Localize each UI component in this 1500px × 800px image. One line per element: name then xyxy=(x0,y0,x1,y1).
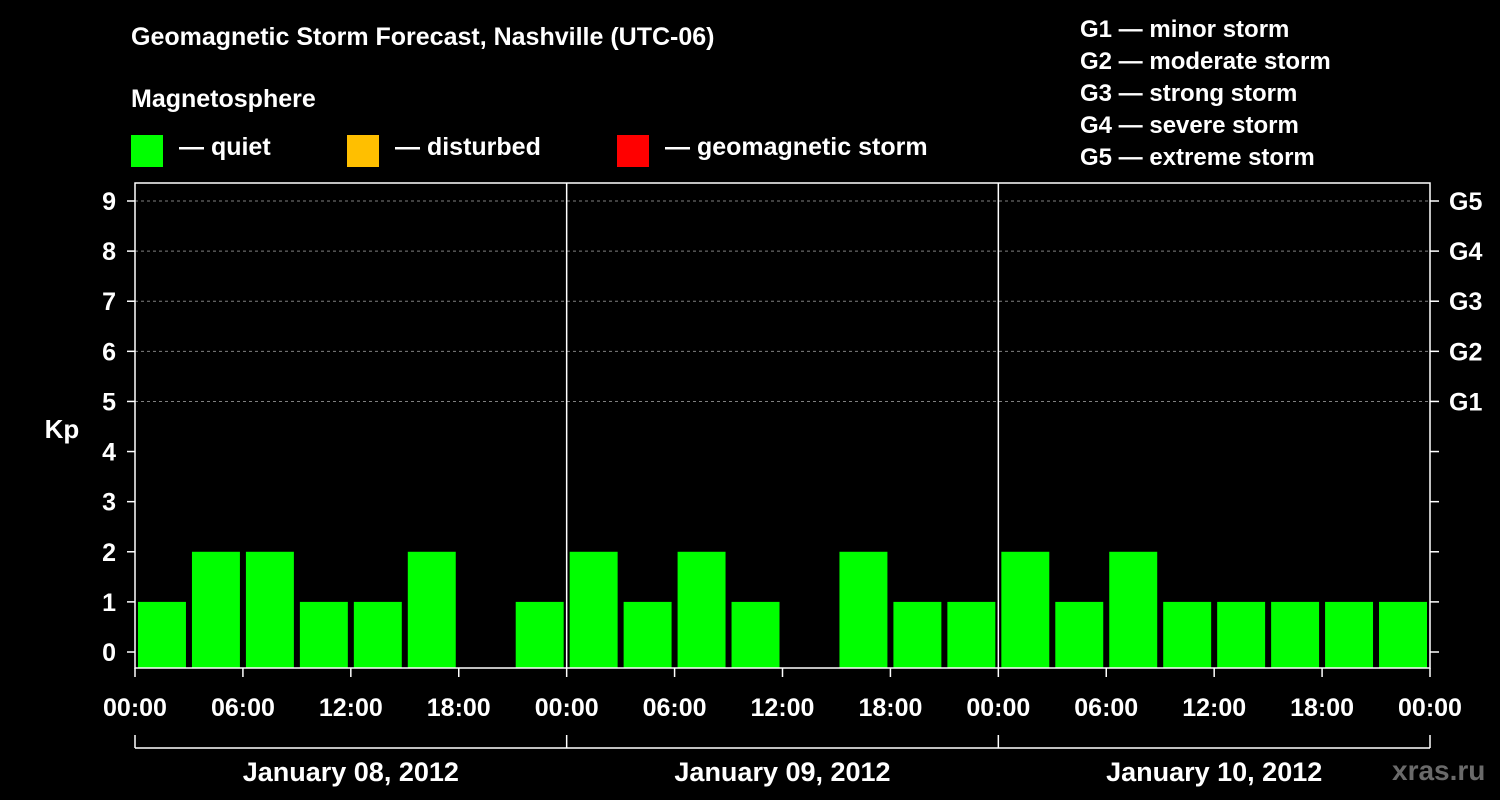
g-scale-label: G4 xyxy=(1449,238,1482,266)
x-tick-label: 12:00 xyxy=(319,694,383,722)
x-tick-label: 12:00 xyxy=(751,694,815,722)
x-tick-label: 12:00 xyxy=(1182,694,1246,722)
y-tick-label: 8 xyxy=(102,238,116,266)
kp-bar xyxy=(515,601,564,668)
y-tick-label: 3 xyxy=(102,489,116,517)
y-tick-label: 7 xyxy=(102,288,116,316)
kp-bar xyxy=(731,601,780,668)
kp-bar xyxy=(407,551,456,668)
kp-bar xyxy=(1001,551,1050,668)
kp-bar xyxy=(299,601,348,668)
y-axis-label: Kp xyxy=(45,414,80,444)
legend-item-disturbed: — disturbed xyxy=(347,132,541,167)
watermark: xras.ru xyxy=(1392,755,1486,786)
x-tick-label: 00:00 xyxy=(966,694,1030,722)
kp-bar xyxy=(1163,601,1212,668)
x-tick-label: 00:00 xyxy=(103,694,167,722)
kp-bar xyxy=(245,551,294,668)
legend-heading: Magnetosphere xyxy=(131,85,316,113)
x-tick-label: 06:00 xyxy=(643,694,707,722)
kp-bar xyxy=(138,601,186,668)
kp-bar xyxy=(947,601,996,668)
day-label: January 09, 2012 xyxy=(674,757,890,787)
y-tick-label: 6 xyxy=(102,338,116,366)
chart-title: Geomagnetic Storm Forecast, Nashville (U… xyxy=(131,23,715,51)
x-tick-label: 00:00 xyxy=(1398,694,1462,722)
legend-swatch-disturbed xyxy=(347,135,379,167)
kp-bar xyxy=(1055,601,1104,668)
legend-label-quiet: — quiet xyxy=(179,132,271,161)
kp-bar xyxy=(191,551,240,668)
y-tick-label: 0 xyxy=(102,639,116,667)
storm-scale-g1: G1 — minor storm xyxy=(1080,16,1290,43)
storm-scale-g4: G4 — severe storm xyxy=(1080,112,1299,139)
y-tick-label: 5 xyxy=(102,388,116,416)
kp-bar xyxy=(1325,601,1374,668)
g-scale-label: G5 xyxy=(1449,188,1482,216)
legend-label-storm: — geomagnetic storm xyxy=(665,132,928,161)
storm-scale-g5: G5 — extreme storm xyxy=(1080,144,1315,171)
g-scale-label: G2 xyxy=(1449,338,1482,366)
day-label: January 08, 2012 xyxy=(243,757,459,787)
kp-bar xyxy=(839,551,888,668)
g-scale-label: G3 xyxy=(1449,288,1482,316)
kp-bar xyxy=(1271,601,1320,668)
legend-label-disturbed: — disturbed xyxy=(395,132,541,161)
x-tick-label: 06:00 xyxy=(211,694,275,722)
y-tick-label: 4 xyxy=(102,439,116,467)
storm-scale-g2: G2 — moderate storm xyxy=(1080,48,1331,75)
kp-bar xyxy=(1217,601,1266,668)
kp-bar xyxy=(1109,551,1158,668)
legend-swatch-storm xyxy=(617,135,649,167)
plot-frame xyxy=(134,182,1431,669)
y-tick-label: 2 xyxy=(102,539,116,567)
x-tick-label: 00:00 xyxy=(535,694,599,722)
kp-bar xyxy=(623,601,672,668)
legend-item-quiet: — quiet xyxy=(131,132,271,167)
legend-swatch-quiet xyxy=(131,135,163,167)
x-tick-label: 06:00 xyxy=(1074,694,1138,722)
y-tick-label: 1 xyxy=(102,589,116,617)
kp-bar xyxy=(569,551,618,668)
day-label: January 10, 2012 xyxy=(1106,757,1322,787)
storm-scale-g3: G3 — strong storm xyxy=(1080,80,1298,107)
legend-item-storm: — geomagnetic storm xyxy=(617,132,928,167)
x-tick-label: 18:00 xyxy=(858,694,922,722)
kp-bar xyxy=(893,601,942,668)
kp-bar xyxy=(1379,601,1427,668)
kp-bar xyxy=(353,601,402,668)
x-tick-label: 18:00 xyxy=(1290,694,1354,722)
storm-scale-legend: G1 — minor storm G2 — moderate storm G3 … xyxy=(1080,14,1331,174)
y-tick-label: 9 xyxy=(102,188,116,216)
kp-bar xyxy=(677,551,726,668)
x-tick-label: 18:00 xyxy=(427,694,491,722)
g-scale-label: G1 xyxy=(1449,388,1482,416)
